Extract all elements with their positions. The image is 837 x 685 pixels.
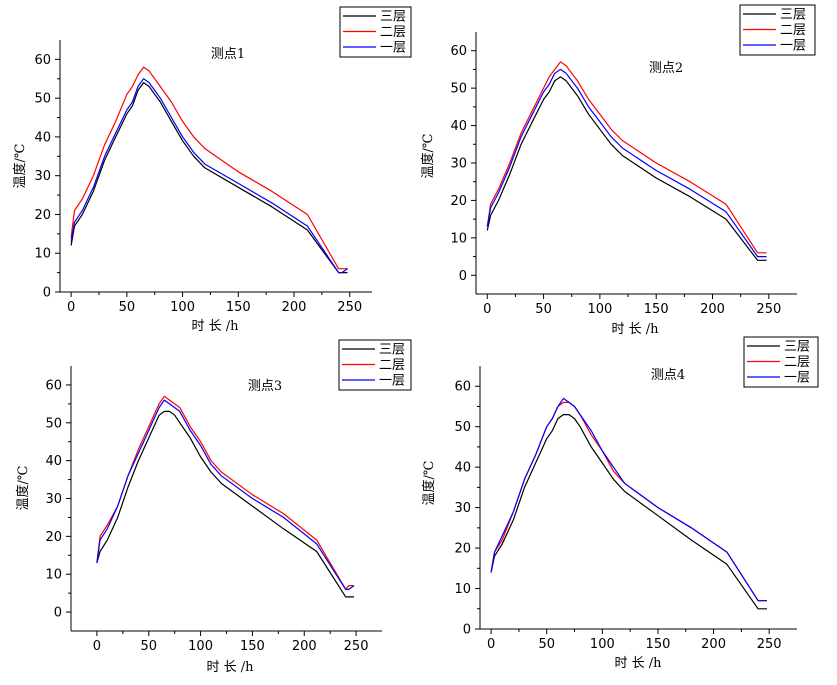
y-tick-label: 20 (45, 530, 62, 545)
y-tick-label: 40 (34, 130, 51, 145)
series-line-2 (486, 61, 767, 254)
x-tick-label: 0 (487, 637, 495, 652)
legend-label-1: 三层 (780, 8, 806, 23)
y-tick-label: 30 (34, 169, 51, 184)
y-tick-label: 30 (45, 492, 62, 507)
series-line-1 (96, 410, 354, 598)
y-axis-title: 温度/℃ (421, 461, 437, 506)
x-tick-label: 250 (756, 302, 781, 317)
y-tick-label: 30 (450, 157, 467, 172)
legend-label-1: 三层 (784, 340, 810, 355)
legend-label-1: 三层 (380, 10, 406, 25)
y-tick-label: 50 (454, 420, 471, 435)
x-tick-label: 0 (67, 300, 75, 315)
chart-title: 测点2 (649, 61, 683, 76)
series-line-3 (486, 68, 767, 258)
series-line-2 (490, 401, 767, 602)
y-tick-label: 40 (45, 454, 62, 469)
legend-label-3: 一层 (784, 371, 810, 386)
x-tick-label: 100 (188, 639, 213, 654)
x-tick-label: 250 (337, 300, 362, 315)
x-tick-label: 150 (646, 637, 671, 652)
y-tick-label: 60 (450, 44, 467, 59)
y-tick-label: 30 (454, 501, 471, 516)
y-tick-label: 10 (454, 582, 471, 597)
x-tick-label: 50 (140, 639, 157, 654)
chart-panel-2: 0 50 100 150 200 250 0 10 20 30 40 50 60 测点2 时 长 /h 温度/… (420, 4, 816, 337)
chart-panel-3: 0 50 100 150 200 250 0 10 20 30 40 50 60 测点3 时 长 /h 温度/… (15, 339, 412, 675)
y-tick-label: 60 (45, 378, 62, 393)
x-tick-label: 100 (590, 637, 615, 652)
chart-title: 测点4 (651, 368, 685, 383)
y-tick-label: 60 (454, 380, 471, 395)
x-axis-title: 时 长 /h (614, 656, 662, 671)
y-tick-label: 10 (450, 231, 467, 246)
x-tick-label: 0 (483, 302, 491, 317)
legend-label-1: 三层 (379, 343, 405, 358)
series-line-1 (486, 76, 767, 261)
y-tick-label: 0 (54, 606, 62, 621)
chart-panel-4: 0 50 100 150 200 250 0 10 20 30 40 50 60 测点4 时 长 /h 温度/… (421, 336, 819, 671)
y-tick-label: 50 (34, 92, 51, 107)
legend-label-2: 二层 (784, 355, 810, 370)
y-tick-label: 0 (463, 623, 471, 638)
series-line-2 (96, 395, 354, 591)
x-tick-label: 200 (282, 300, 307, 315)
legend-label-3: 一层 (380, 41, 406, 56)
y-axis-title: 温度/℃ (12, 144, 28, 189)
y-tick-label: 10 (34, 247, 51, 262)
x-tick-label: 100 (587, 302, 612, 317)
legend-label-2: 二层 (380, 25, 406, 40)
legend-label-3: 一层 (379, 374, 405, 389)
series-line-1 (490, 414, 767, 610)
x-tick-label: 200 (292, 639, 317, 654)
x-tick-label: 200 (701, 637, 726, 652)
x-tick-label: 0 (93, 639, 101, 654)
series-line-1 (70, 81, 348, 274)
y-axis-title: 温度/℃ (420, 134, 436, 179)
x-tick-label: 150 (644, 302, 669, 317)
chart-title: 测点3 (248, 379, 282, 394)
x-tick-label: 50 (119, 300, 136, 315)
y-tick-label: 50 (450, 82, 467, 97)
x-tick-label: 50 (538, 637, 555, 652)
series-line-3 (490, 397, 767, 602)
x-tick-label: 150 (226, 300, 251, 315)
y-tick-label: 0 (43, 286, 51, 301)
y-tick-label: 10 (45, 568, 62, 583)
y-tick-label: 20 (34, 208, 51, 223)
legend-label-2: 二层 (780, 23, 806, 38)
series-line-2 (70, 66, 348, 270)
chart-panel-1: 0 50 100 150 200 250 0 10 20 30 40 50 60 测点1 时 长 /h 温度/… (12, 6, 412, 334)
x-tick-label: 100 (170, 300, 195, 315)
y-axis-title: 温度/℃ (15, 466, 31, 511)
x-tick-label: 250 (344, 639, 369, 654)
legend-label-3: 一层 (780, 39, 806, 54)
series-line-3 (70, 78, 348, 274)
y-tick-label: 40 (450, 119, 467, 134)
x-axis-title: 时 长 /h (611, 322, 659, 337)
x-axis-title: 时 长 /h (191, 319, 239, 334)
series-line-3 (96, 399, 355, 591)
y-tick-label: 50 (45, 416, 62, 431)
y-tick-label: 40 (454, 461, 471, 476)
y-tick-label: 0 (459, 269, 467, 284)
y-tick-label: 20 (450, 194, 467, 209)
legend-label-2: 二层 (379, 358, 405, 373)
chart-title: 测点1 (211, 47, 245, 62)
x-tick-label: 250 (757, 637, 782, 652)
x-tick-label: 200 (700, 302, 725, 317)
x-tick-label: 150 (240, 639, 265, 654)
x-axis-title: 时 长 /h (206, 660, 254, 675)
y-tick-label: 60 (34, 53, 51, 68)
y-tick-label: 20 (454, 542, 471, 557)
x-tick-label: 50 (535, 302, 552, 317)
